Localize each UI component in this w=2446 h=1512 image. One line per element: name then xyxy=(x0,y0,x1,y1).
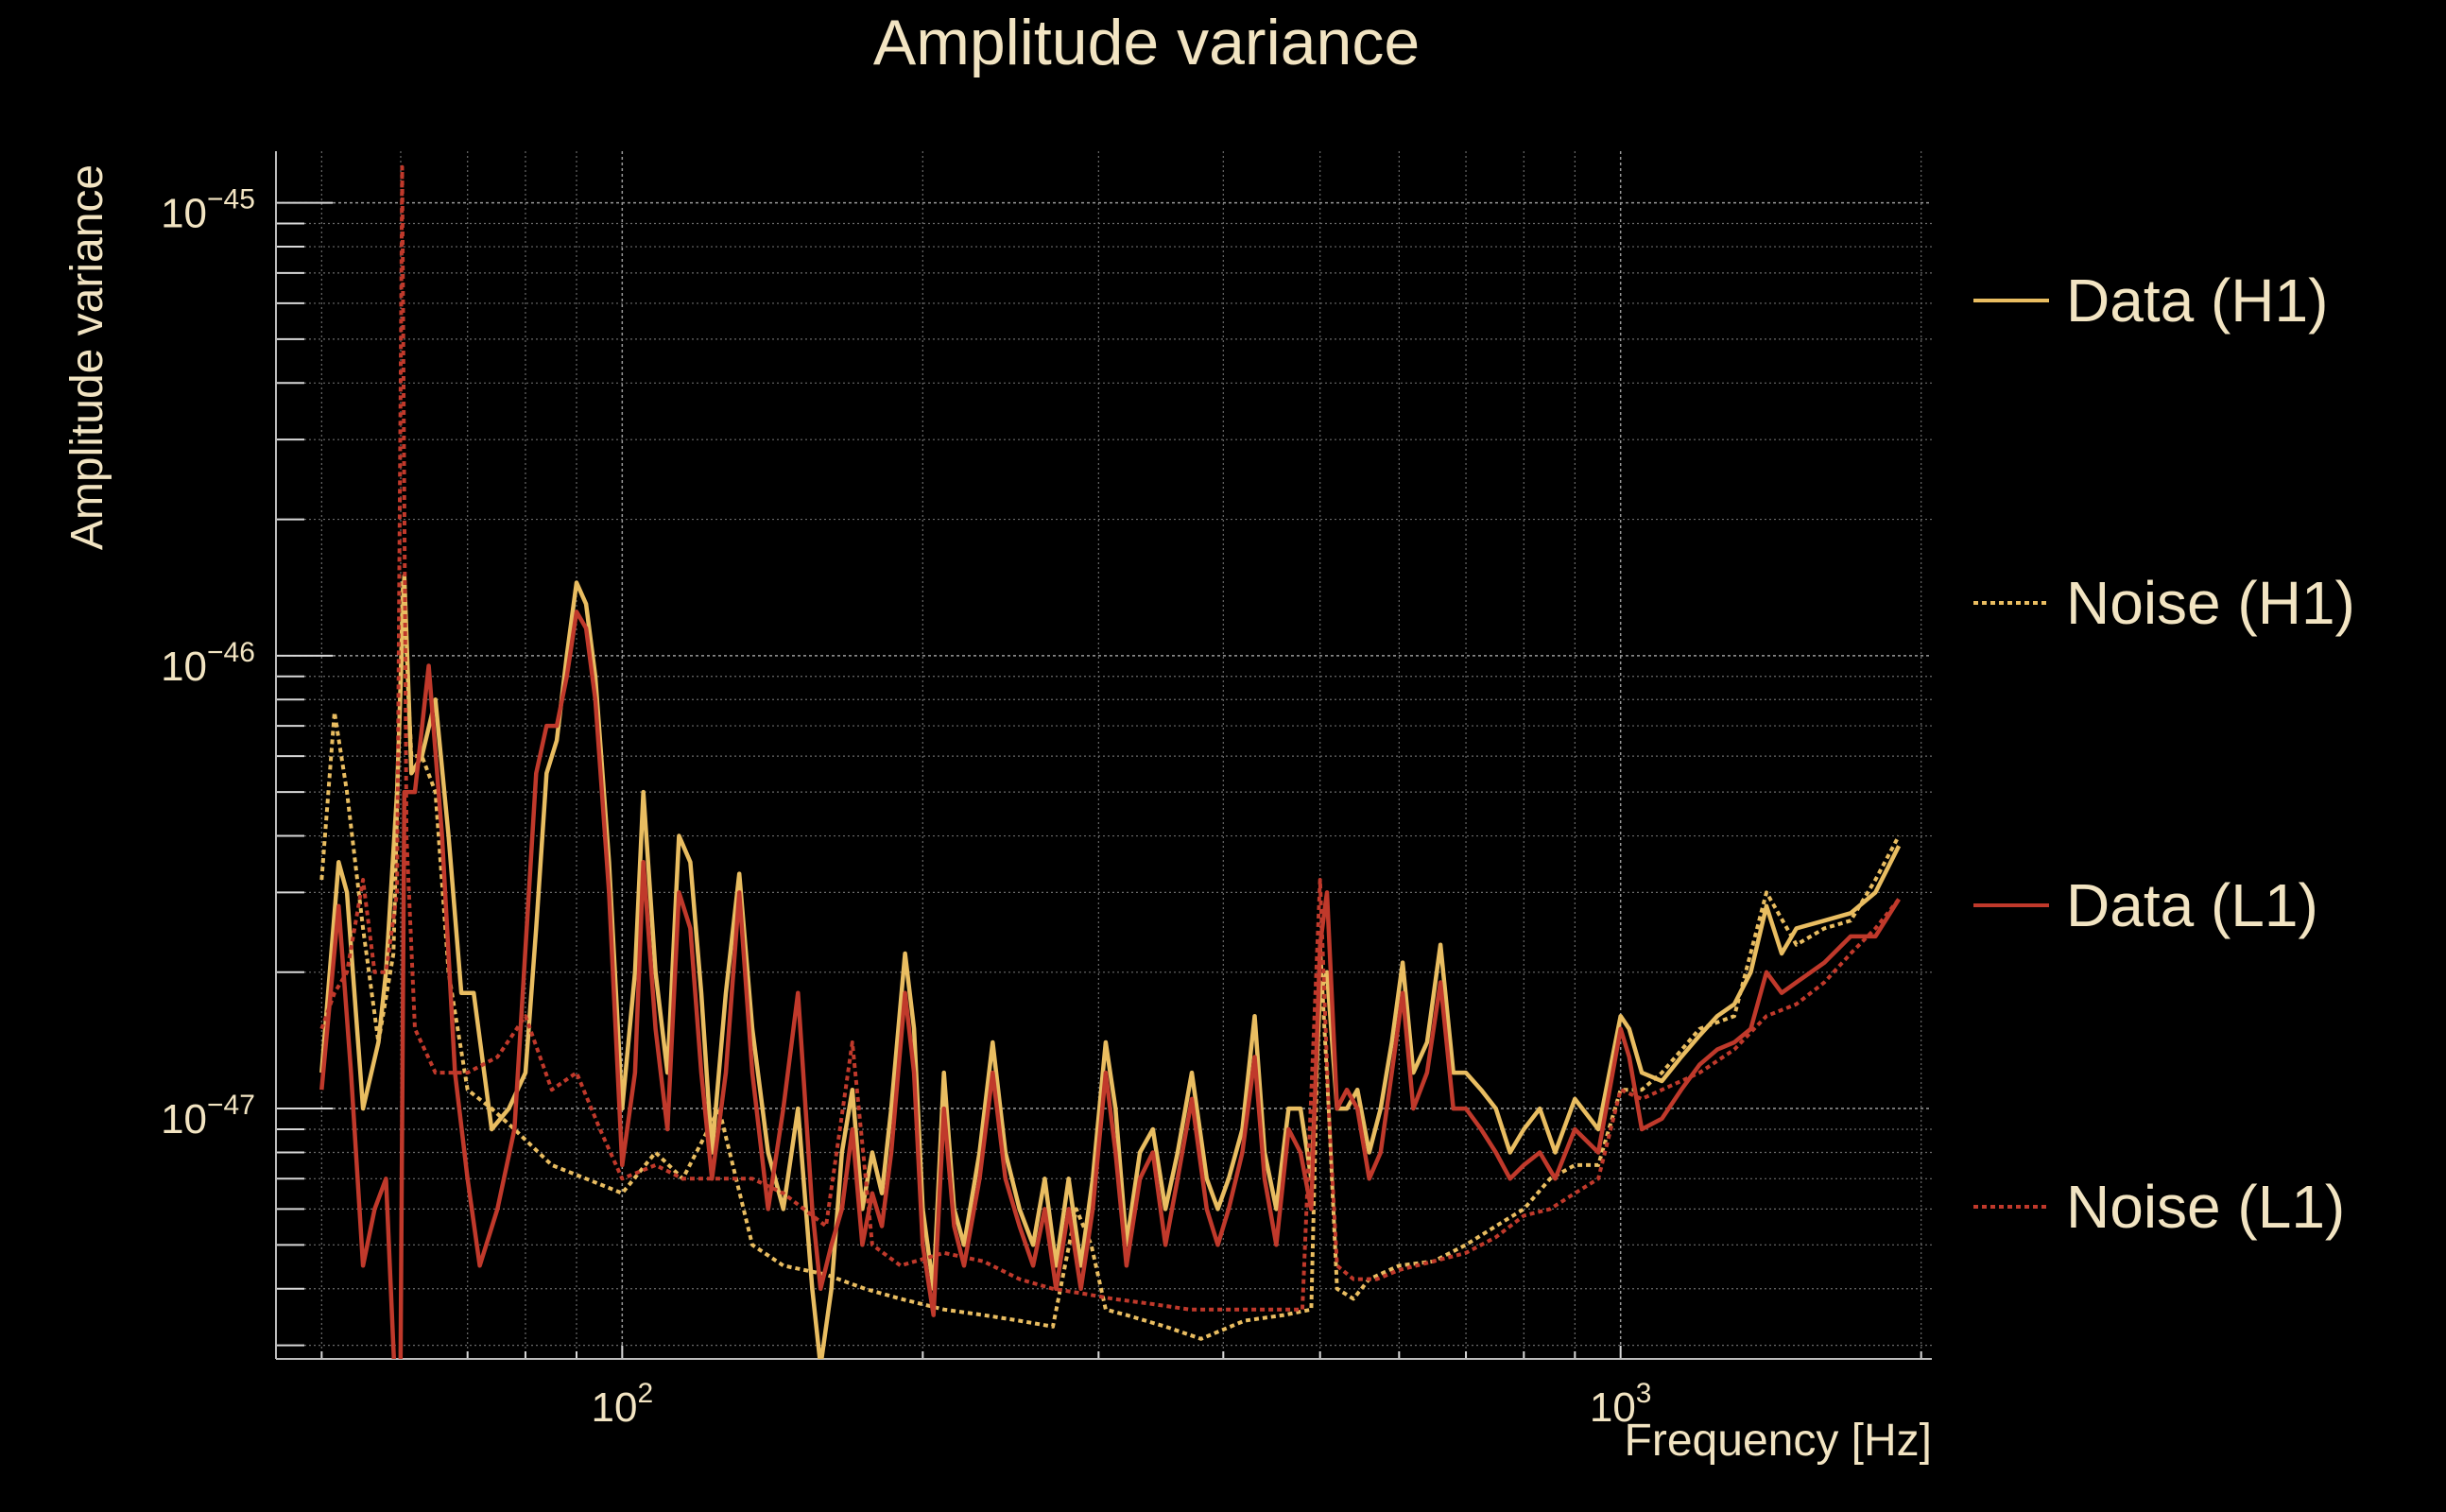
y-axis-label: Amplitude variance xyxy=(62,164,112,550)
x-axis-label: Frequency [Hz] xyxy=(1625,1416,1932,1466)
chart-title: Amplitude variance xyxy=(873,7,1420,78)
axes xyxy=(275,151,1932,1360)
series-line-3 xyxy=(319,610,1902,1359)
series-line-2 xyxy=(319,580,1901,1341)
legend-label-2: Noise (H1) xyxy=(2066,569,2355,637)
y-tick-label: 10−46 xyxy=(161,637,255,690)
legend: Data (H1) Noise (H1) Data (L1) Noise (L1) xyxy=(1973,266,2355,1241)
legend-label-4: Noise (L1) xyxy=(2066,1173,2345,1241)
y-tick-label: 10−47 xyxy=(161,1090,255,1143)
x-tick-label: 102 xyxy=(592,1378,654,1431)
series-line-1 xyxy=(319,574,1902,1359)
x-tick-label: 103 xyxy=(1590,1378,1652,1431)
y-tick-label: 10−45 xyxy=(161,184,255,237)
grid xyxy=(276,151,1932,1359)
series-line-4 xyxy=(319,164,1901,1312)
series-lines xyxy=(319,164,1902,1359)
tick-labels: 102 103 10−47 10−46 10−45 xyxy=(161,184,1651,1431)
legend-label-3: Data (L1) xyxy=(2066,871,2318,939)
legend-label-1: Data (H1) xyxy=(2066,266,2328,335)
